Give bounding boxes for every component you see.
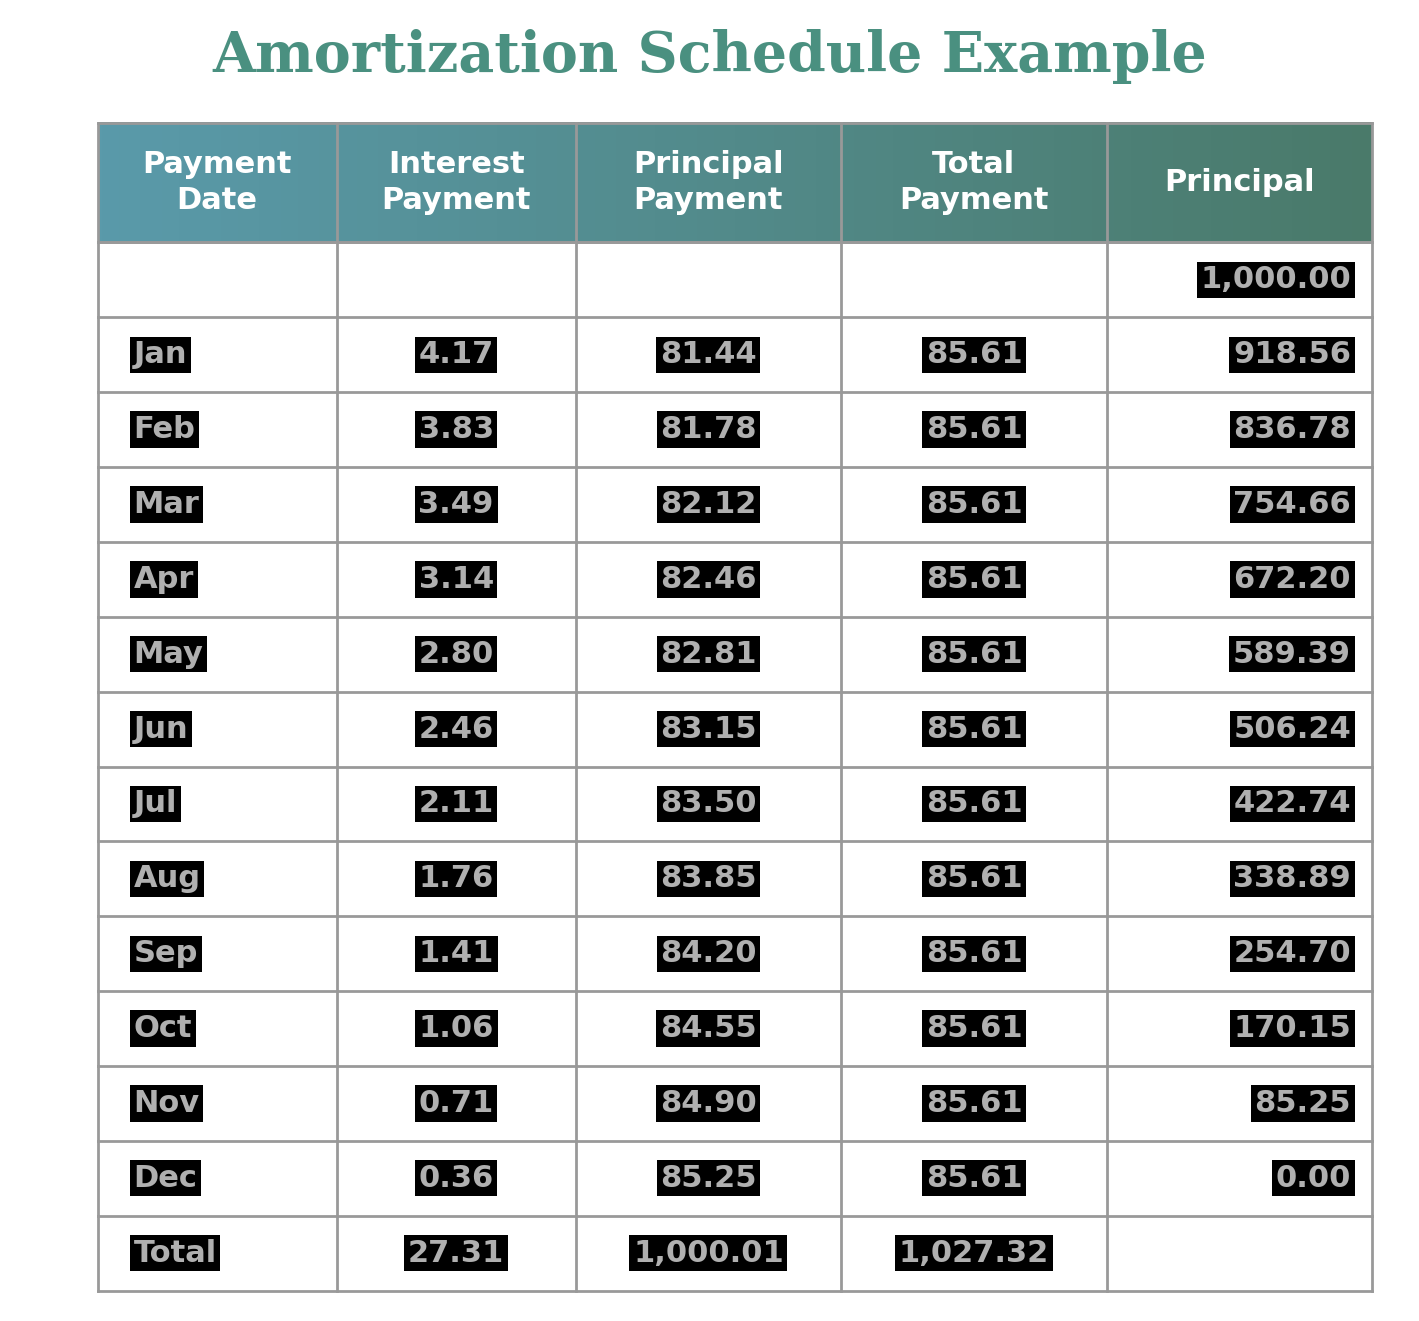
Text: 754.66: 754.66 <box>1233 490 1351 519</box>
Text: 3.14: 3.14 <box>419 565 494 594</box>
Text: 84.55: 84.55 <box>660 1015 756 1044</box>
Text: May: May <box>133 639 203 668</box>
Text: Principal: Principal <box>1164 168 1315 197</box>
Text: 83.50: 83.50 <box>660 790 756 819</box>
Text: 84.90: 84.90 <box>660 1089 756 1118</box>
Bar <box>98 1066 1372 1141</box>
Text: 85.61: 85.61 <box>925 715 1022 744</box>
Bar <box>98 617 1372 692</box>
Bar <box>98 542 1372 617</box>
Text: 1,000.01: 1,000.01 <box>633 1239 783 1268</box>
Text: 85.61: 85.61 <box>925 1164 1022 1193</box>
Text: 170.15: 170.15 <box>1233 1015 1351 1044</box>
Text: Total
Payment: Total Payment <box>900 151 1049 215</box>
Text: 85.61: 85.61 <box>925 341 1022 370</box>
Text: 85.61: 85.61 <box>925 490 1022 519</box>
Bar <box>98 392 1372 468</box>
Text: Jul: Jul <box>133 790 177 819</box>
Text: 0.36: 0.36 <box>419 1164 494 1193</box>
Text: 672.20: 672.20 <box>1233 565 1351 594</box>
Text: 1.06: 1.06 <box>419 1015 494 1044</box>
Text: 82.46: 82.46 <box>660 565 756 594</box>
Text: Dec: Dec <box>133 1164 197 1193</box>
Text: 2.11: 2.11 <box>419 790 494 819</box>
Text: 81.44: 81.44 <box>660 341 756 370</box>
Text: 85.61: 85.61 <box>925 1089 1022 1118</box>
Bar <box>98 1141 1372 1215</box>
Text: 589.39: 589.39 <box>1233 639 1351 668</box>
Text: 1.41: 1.41 <box>419 939 494 968</box>
Bar <box>98 243 1372 317</box>
Text: 338.89: 338.89 <box>1233 864 1351 893</box>
Bar <box>98 917 1372 991</box>
Text: 82.12: 82.12 <box>660 490 756 519</box>
Text: 85.61: 85.61 <box>925 565 1022 594</box>
Bar <box>98 1215 1372 1291</box>
Text: Amortization Schedule Example: Amortization Schedule Example <box>211 29 1208 85</box>
Text: 1,027.32: 1,027.32 <box>898 1239 1049 1268</box>
Text: 0.00: 0.00 <box>1276 1164 1351 1193</box>
Text: 82.81: 82.81 <box>660 639 756 668</box>
Text: 0.71: 0.71 <box>419 1089 494 1118</box>
Text: Jan: Jan <box>133 341 187 370</box>
Text: 422.74: 422.74 <box>1233 790 1351 819</box>
Bar <box>98 991 1372 1066</box>
Text: 918.56: 918.56 <box>1233 341 1351 370</box>
Text: 2.80: 2.80 <box>419 639 494 668</box>
Text: 27.31: 27.31 <box>409 1239 504 1268</box>
Text: Jun: Jun <box>133 715 189 744</box>
Text: 836.78: 836.78 <box>1233 415 1351 444</box>
Text: 254.70: 254.70 <box>1233 939 1351 968</box>
Text: Apr: Apr <box>133 565 194 594</box>
Text: 1.76: 1.76 <box>419 864 494 893</box>
Text: Sep: Sep <box>133 939 197 968</box>
Bar <box>98 766 1372 841</box>
Text: 85.61: 85.61 <box>925 790 1022 819</box>
Text: 83.85: 83.85 <box>660 864 756 893</box>
Bar <box>98 317 1372 392</box>
Text: Feb: Feb <box>133 415 196 444</box>
Text: 3.49: 3.49 <box>419 490 494 519</box>
Text: 85.25: 85.25 <box>1254 1089 1351 1118</box>
Text: 85.61: 85.61 <box>925 415 1022 444</box>
Text: 81.78: 81.78 <box>660 415 756 444</box>
Bar <box>98 692 1372 766</box>
Text: 85.61: 85.61 <box>925 639 1022 668</box>
Text: 84.20: 84.20 <box>660 939 756 968</box>
Text: Principal
Payment: Principal Payment <box>633 151 783 215</box>
Text: Payment
Date: Payment Date <box>142 151 292 215</box>
Text: 4.17: 4.17 <box>419 341 494 370</box>
Text: 3.83: 3.83 <box>419 415 494 444</box>
Text: 85.61: 85.61 <box>925 1015 1022 1044</box>
Text: 83.15: 83.15 <box>660 715 756 744</box>
Bar <box>98 841 1372 917</box>
Text: 85.25: 85.25 <box>660 1164 756 1193</box>
Text: 85.61: 85.61 <box>925 939 1022 968</box>
Text: Mar: Mar <box>133 490 200 519</box>
Text: 1,000.00: 1,000.00 <box>1200 266 1351 295</box>
Text: 2.46: 2.46 <box>419 715 494 744</box>
Text: 85.61: 85.61 <box>925 864 1022 893</box>
Text: Total: Total <box>133 1239 217 1268</box>
Bar <box>98 468 1372 542</box>
Text: Interest
Payment: Interest Payment <box>382 151 531 215</box>
Text: Oct: Oct <box>133 1015 192 1044</box>
Text: Aug: Aug <box>133 864 200 893</box>
Text: Nov: Nov <box>133 1089 200 1118</box>
Text: 506.24: 506.24 <box>1233 715 1351 744</box>
